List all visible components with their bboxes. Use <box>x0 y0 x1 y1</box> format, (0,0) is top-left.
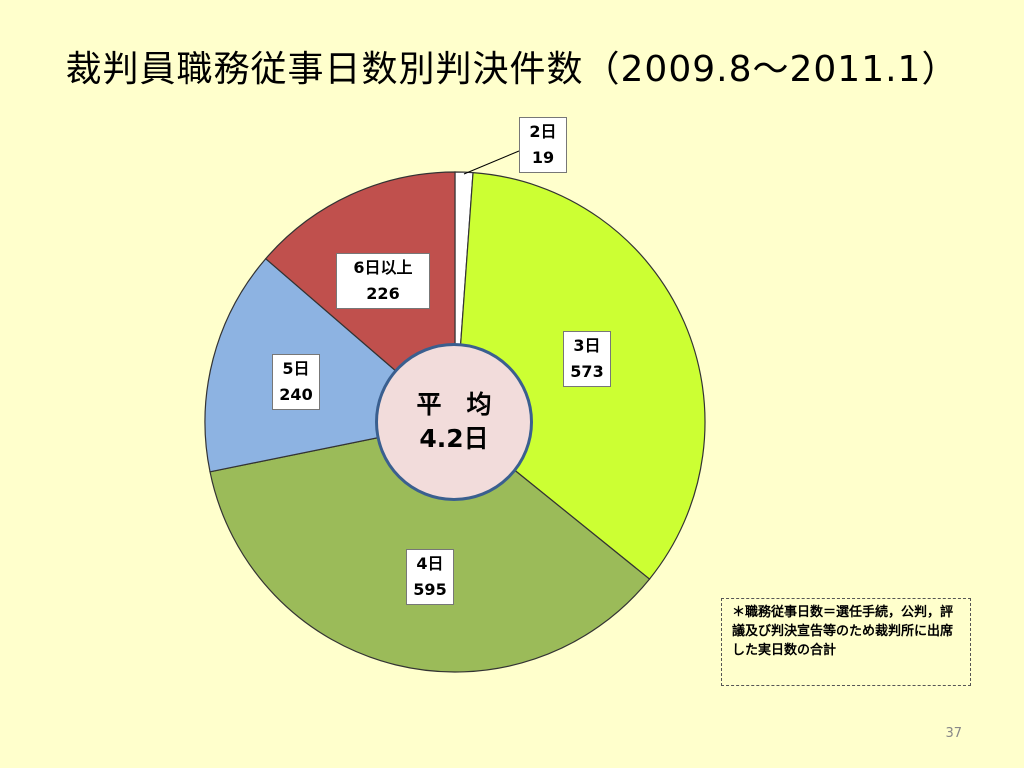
data-label-3-days: 3日 573 <box>563 331 611 387</box>
data-label-6-plus-days-category: 6日以上 <box>353 258 413 277</box>
data-label-2-days-value: 19 <box>531 148 555 167</box>
average-circle: 平 均 4.2日 <box>375 343 533 501</box>
data-label-6-plus-days-value: 226 <box>366 284 400 303</box>
leader-line-2-days <box>463 150 520 175</box>
slide-title: 裁判員職務従事日数別判決件数（2009.8～2011.1） <box>65 49 959 90</box>
data-label-4-days: 4日 595 <box>406 549 454 605</box>
data-label-4-days-category: 4日 <box>416 554 444 573</box>
page-number: 37 <box>945 726 962 741</box>
data-label-5-days-value: 240 <box>279 385 313 404</box>
data-label-6-plus-days: 6日以上 226 <box>336 253 430 309</box>
data-label-5-days-category: 5日 <box>282 359 310 378</box>
data-label-3-days-category: 3日 <box>573 336 601 355</box>
data-label-2-days: 2日 19 <box>519 117 567 173</box>
average-label: 平 均 <box>416 390 492 419</box>
data-label-4-days-value: 595 <box>413 580 447 599</box>
footnote-box: ＊職務従事日数＝選任手続，公判，評議及び判決宣告等のため裁判所に出席した実日数の… <box>721 598 971 686</box>
pie-slice-4-days <box>209 421 651 673</box>
average-value: 4.2日 <box>419 424 489 453</box>
data-label-3-days-value: 573 <box>570 362 604 381</box>
data-label-5-days: 5日 240 <box>272 354 320 410</box>
data-label-2-days-category: 2日 <box>529 122 557 141</box>
